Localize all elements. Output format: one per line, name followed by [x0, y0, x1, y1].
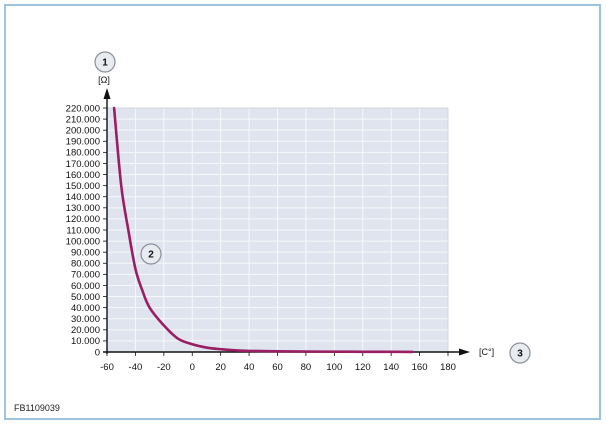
x-axis-arrow	[459, 348, 470, 356]
y-tick-label: 40.000	[71, 303, 100, 314]
x-tick-label: -60	[100, 362, 114, 373]
y-tick-label: 170.000	[66, 159, 100, 170]
x-tick-label: 100	[326, 362, 342, 373]
y-tick-label: 100.000	[66, 236, 100, 247]
y-tick-label: 180.000	[66, 148, 100, 159]
x-tick-label: 20	[215, 362, 226, 373]
y-tick-label: 220.000	[66, 103, 100, 114]
figure-id: FB1109039	[14, 403, 60, 413]
x-tick-label: -20	[157, 362, 171, 373]
y-tick-label: 200.000	[66, 125, 100, 136]
y-tick-label: 110.000	[66, 225, 100, 236]
x-tick-label: 140	[383, 362, 399, 373]
y-tick-label: 30.000	[71, 314, 100, 325]
callout-number-1: 1	[102, 58, 108, 69]
x-tick-label: 120	[355, 362, 371, 373]
y-tick-label: 20.000	[71, 325, 100, 336]
x-tick-label: 80	[301, 362, 312, 373]
y-tick-label: 70.000	[71, 270, 100, 281]
y-tick-label: 0	[95, 347, 100, 358]
callout-marker-3	[509, 342, 531, 364]
callout-number-2: 2	[148, 250, 154, 261]
callout-number-3: 3	[517, 349, 523, 360]
y-tick-label: 50.000	[71, 292, 100, 303]
x-tick-label: 180	[440, 362, 456, 373]
y-tick-label: 140.000	[66, 192, 100, 203]
callout-marker-1	[94, 51, 116, 73]
y-tick-label: 90.000	[71, 247, 100, 258]
y-tick-label: 160.000	[66, 170, 100, 181]
x-tick-label: 0	[190, 362, 195, 373]
y-axis-label: [Ω]	[98, 75, 110, 85]
y-tick-label: 80.000	[71, 259, 100, 270]
callout-marker-2	[140, 243, 162, 265]
x-tick-label: 60	[272, 362, 283, 373]
y-tick-label: 120.000	[66, 214, 100, 225]
x-tick-label: 160	[412, 362, 428, 373]
x-tick-label: 40	[244, 362, 255, 373]
y-tick-label: 130.000	[66, 203, 100, 214]
y-tick-label: 10.000	[71, 336, 100, 347]
y-tick-label: 60.000	[71, 281, 100, 292]
x-tick-label: -40	[129, 362, 143, 373]
resistance-curve	[112, 106, 414, 354]
y-axis-arrow	[103, 88, 111, 99]
y-tick-label: 190.000	[66, 137, 100, 148]
x-axis-label: [C°]	[479, 347, 494, 357]
y-tick-label: 150.000	[66, 181, 100, 192]
y-tick-label: 210.000	[66, 114, 100, 125]
